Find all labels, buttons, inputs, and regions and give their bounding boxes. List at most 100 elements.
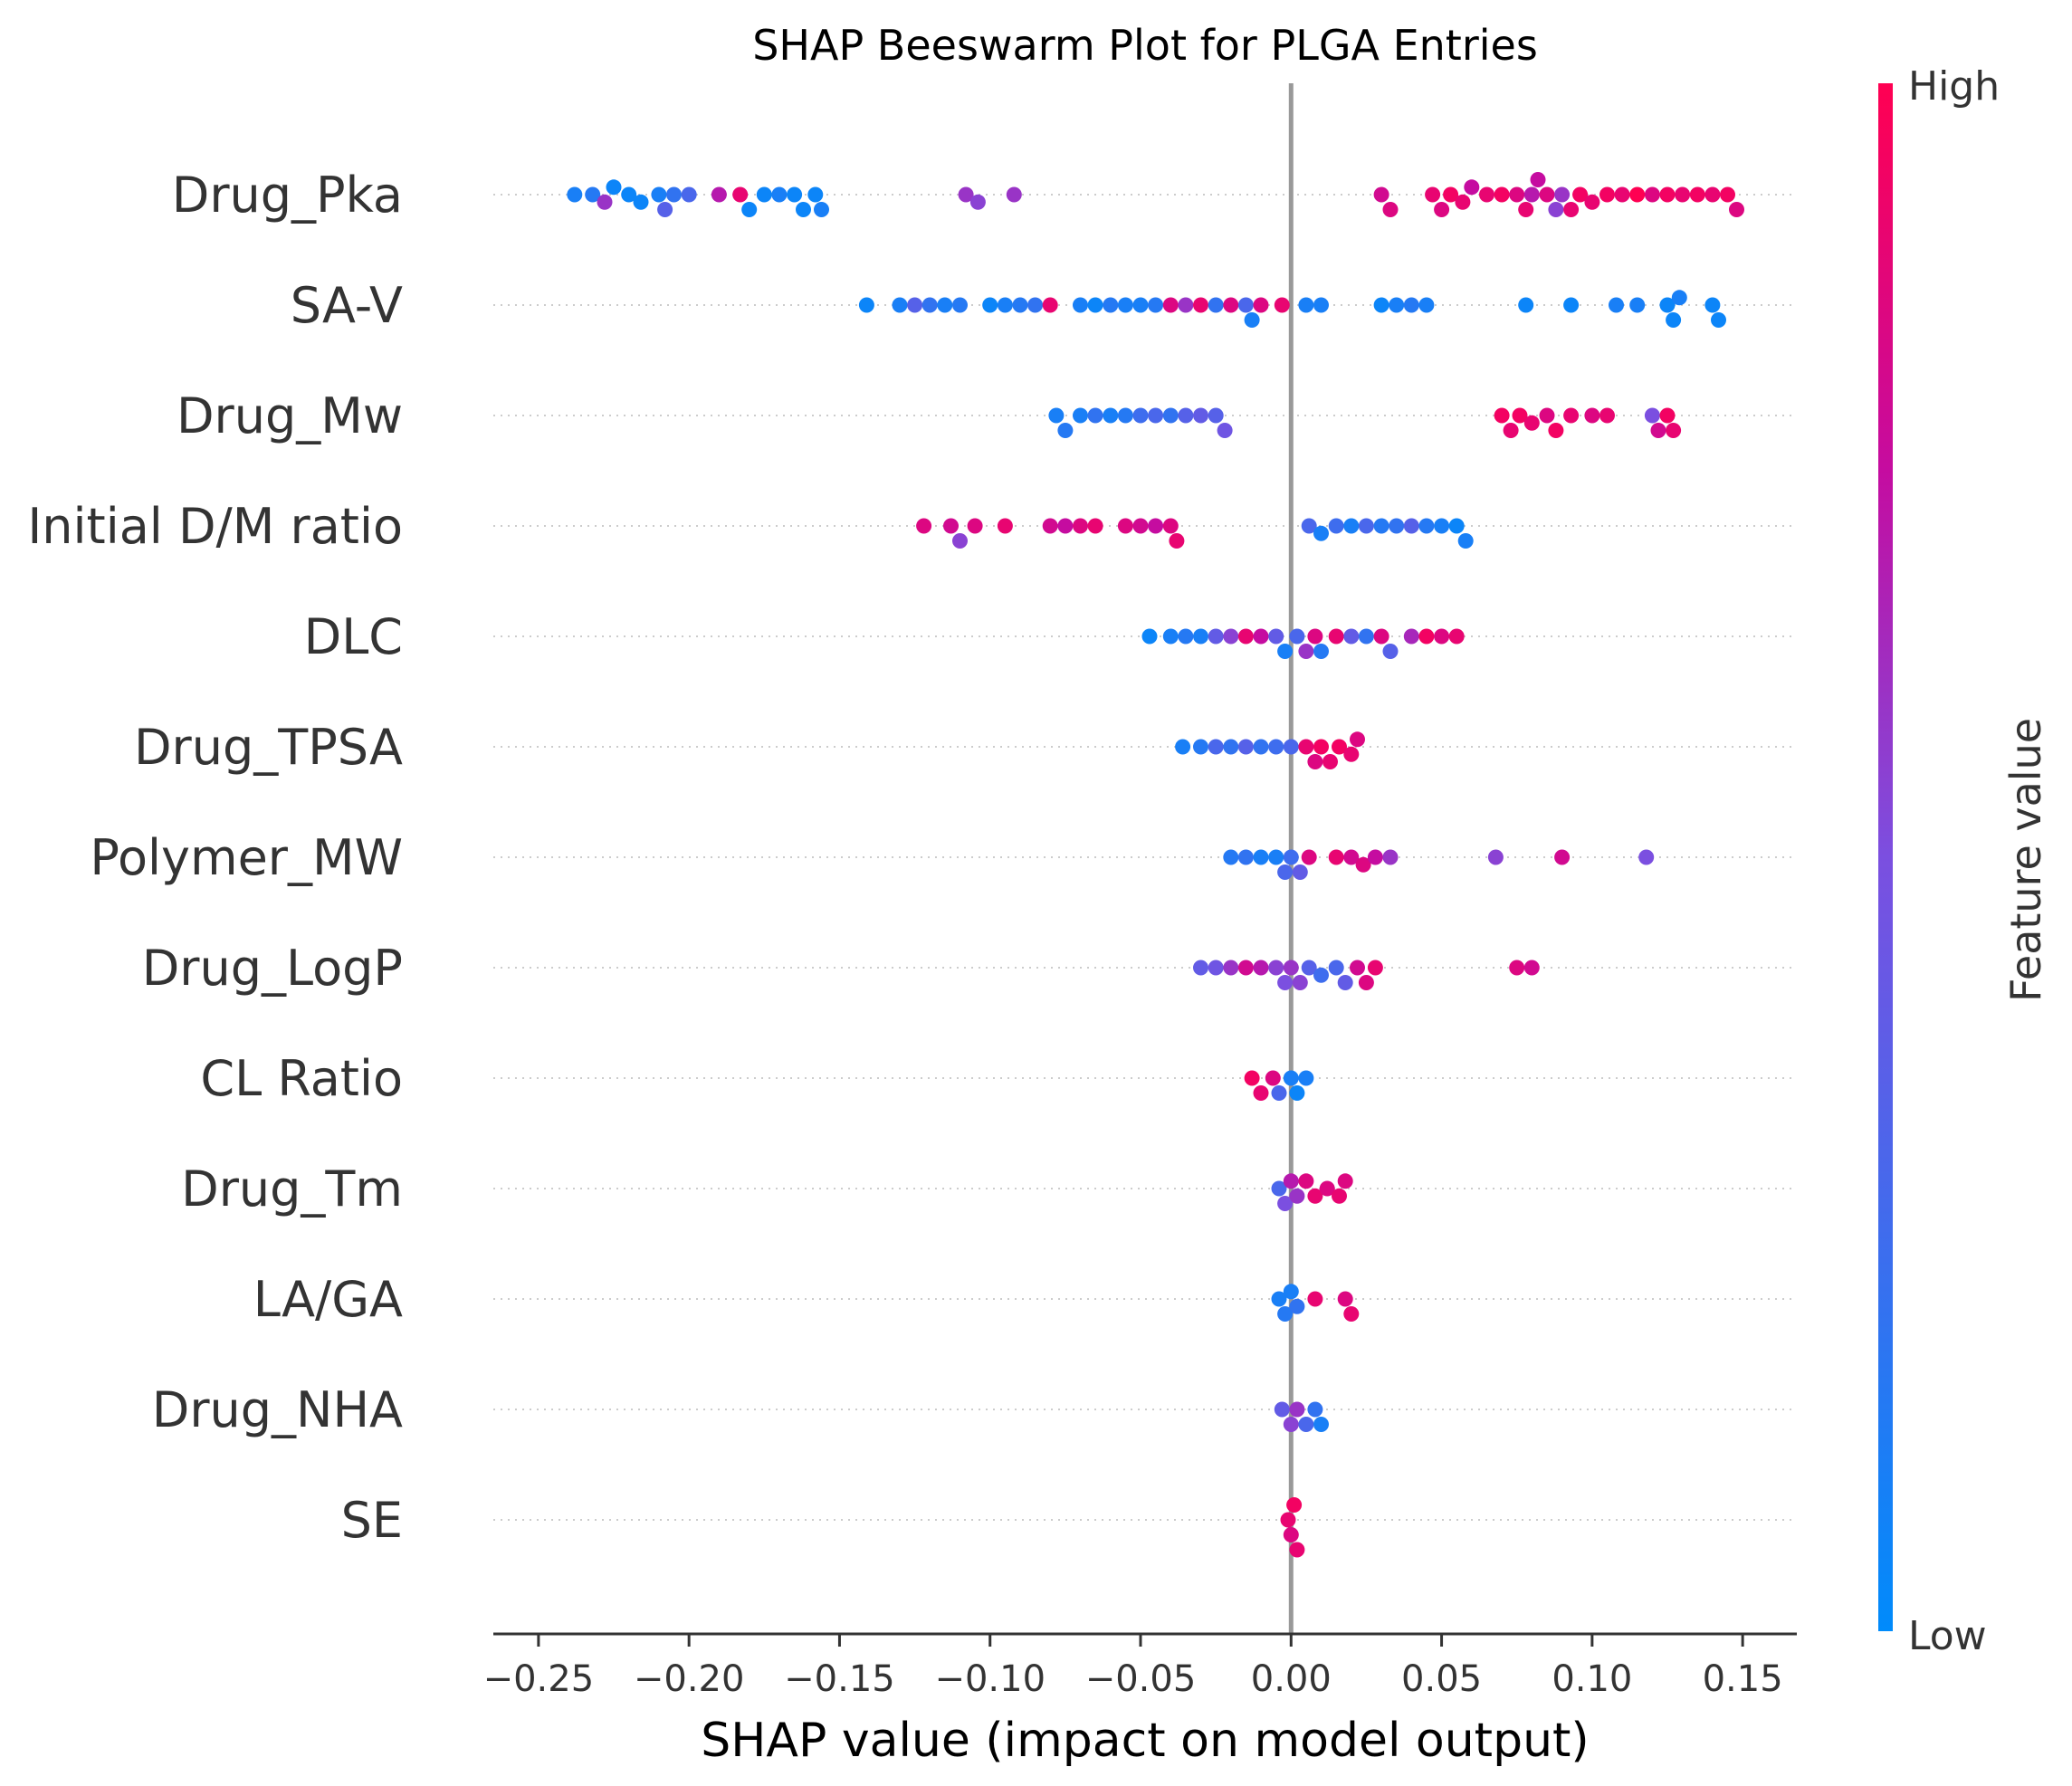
data-point <box>1599 186 1615 203</box>
data-point <box>1644 407 1660 424</box>
data-point <box>1644 186 1660 203</box>
data-point <box>1292 975 1308 990</box>
data-point <box>567 186 583 203</box>
data-point <box>1548 202 1564 217</box>
data-point <box>1073 518 1088 534</box>
data-point <box>1193 739 1208 755</box>
data-point <box>1193 628 1208 645</box>
data-point <box>1704 297 1721 313</box>
data-point <box>1319 1180 1335 1197</box>
data-point <box>1434 518 1450 534</box>
data-point <box>1057 423 1074 438</box>
data-point <box>1253 739 1269 755</box>
x-tick-label: −0.15 <box>784 1658 895 1700</box>
data-point <box>892 297 908 313</box>
data-point <box>1268 739 1284 755</box>
data-point <box>1298 1173 1314 1189</box>
data-point <box>1271 1291 1287 1307</box>
data-point <box>1223 849 1239 865</box>
data-point <box>1289 628 1305 645</box>
data-point <box>997 518 1013 534</box>
data-point <box>1141 628 1158 645</box>
data-point <box>1563 407 1580 424</box>
data-point <box>1087 518 1103 534</box>
data-point <box>1629 297 1646 313</box>
data-point <box>982 297 998 313</box>
data-point <box>1337 1173 1353 1189</box>
data-point <box>1659 186 1676 203</box>
data-point <box>1244 1070 1260 1086</box>
data-point <box>1448 628 1465 645</box>
data-point <box>958 186 974 203</box>
data-point <box>1292 864 1308 880</box>
colorbar-high-label: High <box>1908 63 2000 110</box>
data-point <box>1162 518 1179 534</box>
data-point <box>1403 628 1419 645</box>
data-point <box>1367 960 1383 976</box>
data-point <box>1148 407 1164 424</box>
data-point <box>1283 849 1299 865</box>
data-point <box>1298 297 1314 313</box>
data-point <box>1301 960 1317 976</box>
data-point <box>756 186 772 203</box>
data-point <box>1012 297 1028 313</box>
x-tick-label: −0.20 <box>634 1658 745 1700</box>
colorbar-title: Feature value <box>2001 718 2050 1002</box>
data-point <box>1389 297 1405 313</box>
data-point <box>1268 960 1284 976</box>
data-point <box>1277 864 1294 880</box>
feature-label: Drug_Pka <box>172 167 403 224</box>
data-point <box>907 297 923 313</box>
data-point <box>1457 533 1474 549</box>
data-point <box>1425 186 1441 203</box>
data-point <box>1666 423 1682 438</box>
data-point <box>967 518 983 534</box>
data-point <box>1512 407 1528 424</box>
data-point <box>1720 186 1735 203</box>
data-point <box>1337 1291 1353 1307</box>
data-point <box>1307 754 1323 769</box>
data-point <box>1103 297 1119 313</box>
data-point <box>1382 202 1399 217</box>
data-point <box>1193 297 1208 313</box>
data-point <box>1117 297 1133 313</box>
data-point <box>1237 297 1254 313</box>
data-point <box>651 186 667 203</box>
data-point <box>1523 960 1540 976</box>
data-point <box>1103 407 1119 424</box>
data-point <box>1042 518 1058 534</box>
data-point <box>1373 186 1389 203</box>
data-point <box>1563 202 1580 217</box>
data-point <box>1638 849 1655 865</box>
data-point <box>1563 297 1580 313</box>
data-point <box>1659 297 1676 313</box>
data-point <box>1494 407 1510 424</box>
data-point <box>1711 312 1726 328</box>
data-point <box>1599 407 1615 424</box>
data-point <box>657 202 673 217</box>
data-point <box>1253 297 1269 313</box>
data-point <box>1523 186 1540 203</box>
data-point <box>1301 518 1317 534</box>
data-point <box>1271 1180 1287 1197</box>
data-point <box>943 518 959 534</box>
data-point <box>1548 423 1564 438</box>
data-point <box>681 186 697 203</box>
data-point <box>1584 407 1600 424</box>
data-point <box>1208 739 1224 755</box>
data-point <box>1253 1085 1269 1101</box>
data-point <box>771 186 788 203</box>
data-point <box>606 179 622 196</box>
data-point <box>1343 1306 1360 1322</box>
data-point <box>1332 739 1347 755</box>
data-point <box>1178 628 1194 645</box>
data-point <box>711 186 727 203</box>
data-point <box>1280 1512 1296 1528</box>
data-point <box>1403 518 1419 534</box>
data-point <box>1675 186 1691 203</box>
data-point <box>952 533 968 549</box>
data-point <box>1350 960 1365 976</box>
data-point <box>1132 297 1149 313</box>
data-point <box>1373 518 1389 534</box>
data-point <box>1132 407 1149 424</box>
